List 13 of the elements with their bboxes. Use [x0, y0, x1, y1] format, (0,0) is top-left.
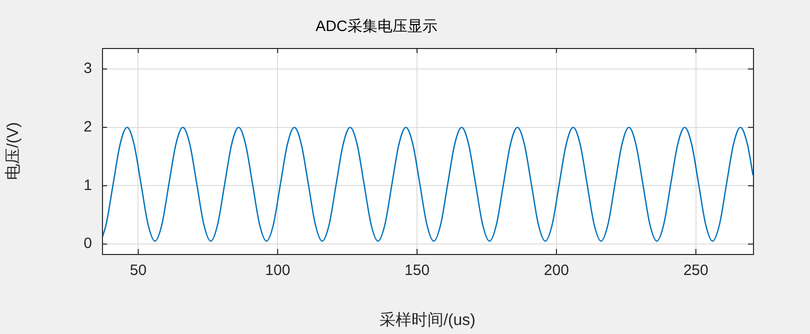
- y-tick-label: 2: [84, 118, 92, 136]
- y-tick-label: 0: [84, 235, 92, 252]
- x-axis-title: 采样时间/(us): [380, 310, 476, 329]
- y-axis-title: 电压/(V): [4, 122, 22, 180]
- line-series: [102, 126, 753, 242]
- x-tick-label: 150: [404, 262, 430, 280]
- x-tick-label: 200: [544, 262, 569, 280]
- y-tick-label: 3: [84, 60, 92, 78]
- chart-title: ADC采集电压显示: [316, 18, 438, 36]
- y-tick-label: 1: [84, 176, 92, 194]
- x-tick-label: 100: [265, 262, 290, 280]
- x-tick-label: 250: [683, 262, 708, 280]
- x-tick-label: 50: [130, 262, 147, 280]
